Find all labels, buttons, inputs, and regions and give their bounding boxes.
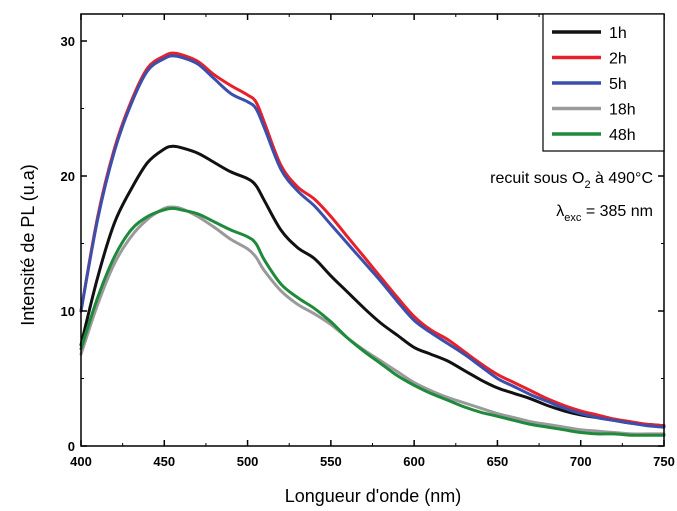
series-layer [79, 51, 666, 437]
excitation-annotation: λexc = 385 nm [556, 203, 653, 224]
y-tick-label-10: 10 [61, 304, 75, 319]
legend: 1h 2h 5h 18h 48h [542, 13, 665, 152]
y-tick-label-20: 20 [61, 169, 75, 184]
x-tick-label-600: 600 [403, 454, 425, 469]
x-axis-title: Longueur d'onde (nm) [285, 486, 462, 506]
x-tick-label-700: 700 [570, 454, 592, 469]
series-line-2h [79, 51, 666, 428]
legend-label-2h: 2h [609, 51, 627, 68]
x-tick-label-500: 500 [237, 454, 259, 469]
y-axis-title: Intensité de PL (u.a) [18, 164, 38, 325]
legend-label-18h: 18h [609, 102, 636, 119]
y-tick-label-30: 30 [61, 34, 75, 49]
y-tick-label-0: 0 [68, 439, 75, 454]
x-tick-label-400: 400 [70, 454, 92, 469]
legend-label-1h: 1h [609, 25, 627, 42]
axes-layer: 400 450 500 550 600 650 700 750 0 10 20 30 [61, 13, 675, 469]
annealing-annotation: recuit sous O2 à 490°C [490, 170, 653, 191]
series-line-5h [79, 54, 666, 429]
legend-label-48h: 48h [609, 127, 636, 144]
x-tick-label-650: 650 [487, 454, 509, 469]
x-tick-label-750: 750 [653, 454, 675, 469]
series-line-48h [79, 206, 666, 437]
x-tick-label-450: 450 [153, 454, 175, 469]
x-tick-label-550: 550 [320, 454, 342, 469]
legend-label-5h: 5h [609, 76, 627, 93]
series-line-1h [79, 144, 666, 428]
